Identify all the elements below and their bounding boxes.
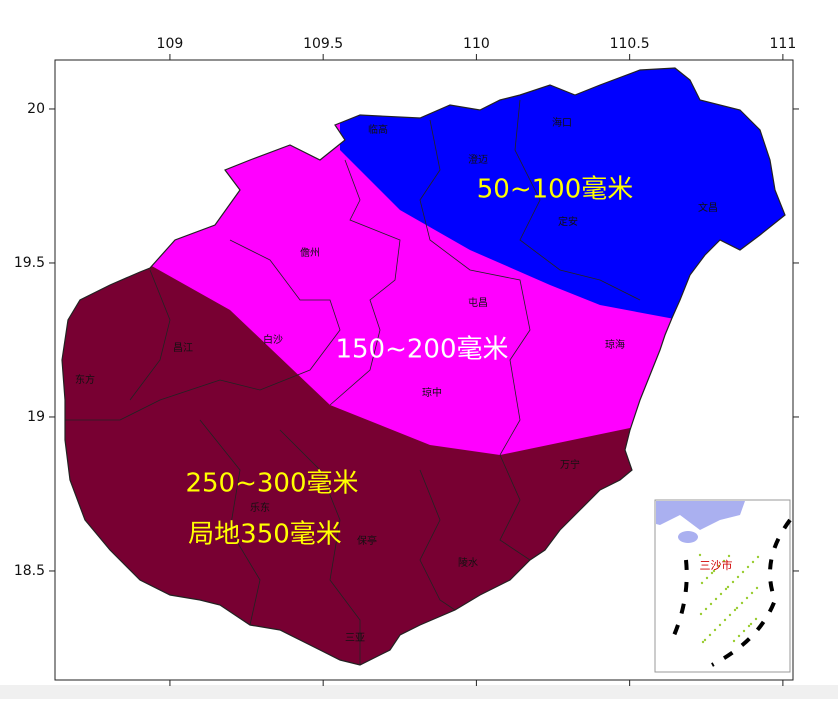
inset-island-dot	[733, 608, 737, 612]
y-tick-label: 18.5	[14, 563, 45, 579]
inset-island-dot	[737, 634, 741, 638]
zone-label: 250~300毫米	[185, 469, 358, 499]
city-label: 海口	[552, 116, 572, 129]
inset-map: 三沙市	[654, 499, 792, 673]
inset-island-dot	[750, 591, 754, 595]
inset-island-dot	[708, 633, 712, 637]
inset-island-dot	[705, 576, 709, 580]
city-label: 儋州	[300, 246, 320, 259]
border	[329, 159, 401, 406]
city-label: 三亚	[345, 633, 365, 644]
city-label: 临高	[368, 123, 388, 136]
y-tick-label: 19.5	[14, 255, 45, 271]
inset-island-dot	[728, 613, 732, 617]
inset-island-dot	[731, 580, 735, 584]
zone-label: 150~200毫米	[335, 335, 508, 365]
y-tick-label: 20	[27, 101, 45, 117]
inset-island-dot	[719, 592, 723, 596]
inset-island-dot	[713, 628, 717, 632]
zone-label: 局地350毫米	[188, 520, 342, 550]
inset-island-dot	[722, 559, 726, 563]
inset-island-dot	[712, 569, 716, 573]
border	[279, 429, 361, 665]
inset-island-dot	[698, 553, 702, 557]
zone-label: 50~100毫米	[477, 175, 634, 205]
city-label: 琼海	[605, 338, 625, 351]
inset-island-dot	[726, 585, 730, 589]
y-tick-label: 19	[27, 409, 45, 425]
inset-island-dot	[717, 564, 721, 568]
inset-land	[656, 501, 745, 530]
x-tick-label: 109	[157, 36, 184, 52]
inset-island-dot	[745, 596, 749, 600]
inset-island-dot	[699, 612, 703, 616]
border	[514, 99, 641, 301]
city-label: 琼中	[422, 386, 442, 399]
inset-boundary	[670, 559, 689, 641]
x-tick-label: 110	[463, 36, 490, 52]
border	[65, 239, 341, 421]
city-label: 屯昌	[468, 296, 488, 309]
inset-frame	[654, 499, 791, 673]
x-tick-label: 109.5	[303, 36, 343, 52]
inset-island-dot	[701, 640, 705, 644]
county-borders	[65, 99, 641, 665]
rainfall-zone	[340, 68, 785, 320]
city-label: 定安	[558, 215, 578, 228]
inset-island-dot	[741, 570, 745, 574]
inset-island-dot	[736, 575, 740, 579]
inset-island-dot	[709, 602, 713, 606]
city-label: 保亭	[357, 534, 377, 547]
border	[499, 454, 531, 561]
inset-island-dot	[735, 606, 739, 610]
inset-island-dot	[704, 607, 708, 611]
city-label: 白沙	[263, 333, 283, 346]
city-label: 澄迈	[468, 153, 488, 166]
inset-island-dot	[754, 617, 758, 621]
inset-island-dot	[727, 554, 731, 558]
inset-island-dot	[756, 555, 760, 559]
border	[419, 119, 531, 456]
inset-island-dot	[746, 565, 750, 569]
city-label: 昌江	[173, 342, 193, 354]
border	[199, 419, 261, 626]
inset-island-dot	[751, 560, 755, 564]
border	[129, 269, 171, 401]
inset-island-dot	[747, 624, 751, 628]
city-label: 东方	[75, 373, 95, 386]
x-tick-label: 110.5	[610, 36, 650, 52]
city-label: 陵水	[458, 557, 478, 569]
border	[419, 469, 456, 611]
inset-island-dot	[723, 618, 727, 622]
inset-island-dot	[714, 597, 718, 601]
x-tick-label: 111	[770, 36, 797, 52]
inset-island-dot	[755, 586, 759, 590]
inset-island-dot	[749, 622, 753, 626]
inset-island-dot	[724, 587, 728, 591]
inset-island-dot	[732, 639, 736, 643]
inset-island-dot	[718, 623, 722, 627]
city-label: 文昌	[698, 201, 718, 214]
inset-label: 三沙市	[700, 558, 733, 572]
city-label: 乐东	[250, 501, 270, 514]
inset-island-dot	[703, 638, 707, 642]
bottom-band	[0, 685, 838, 699]
inset-island-dot	[710, 571, 714, 575]
city-label: 万宁	[560, 458, 580, 471]
inset-island-dot	[742, 629, 746, 633]
inset-island-dot	[700, 581, 704, 585]
inset-boundary	[711, 518, 792, 667]
inset-island-dot	[740, 601, 744, 605]
inset-island	[678, 531, 698, 543]
